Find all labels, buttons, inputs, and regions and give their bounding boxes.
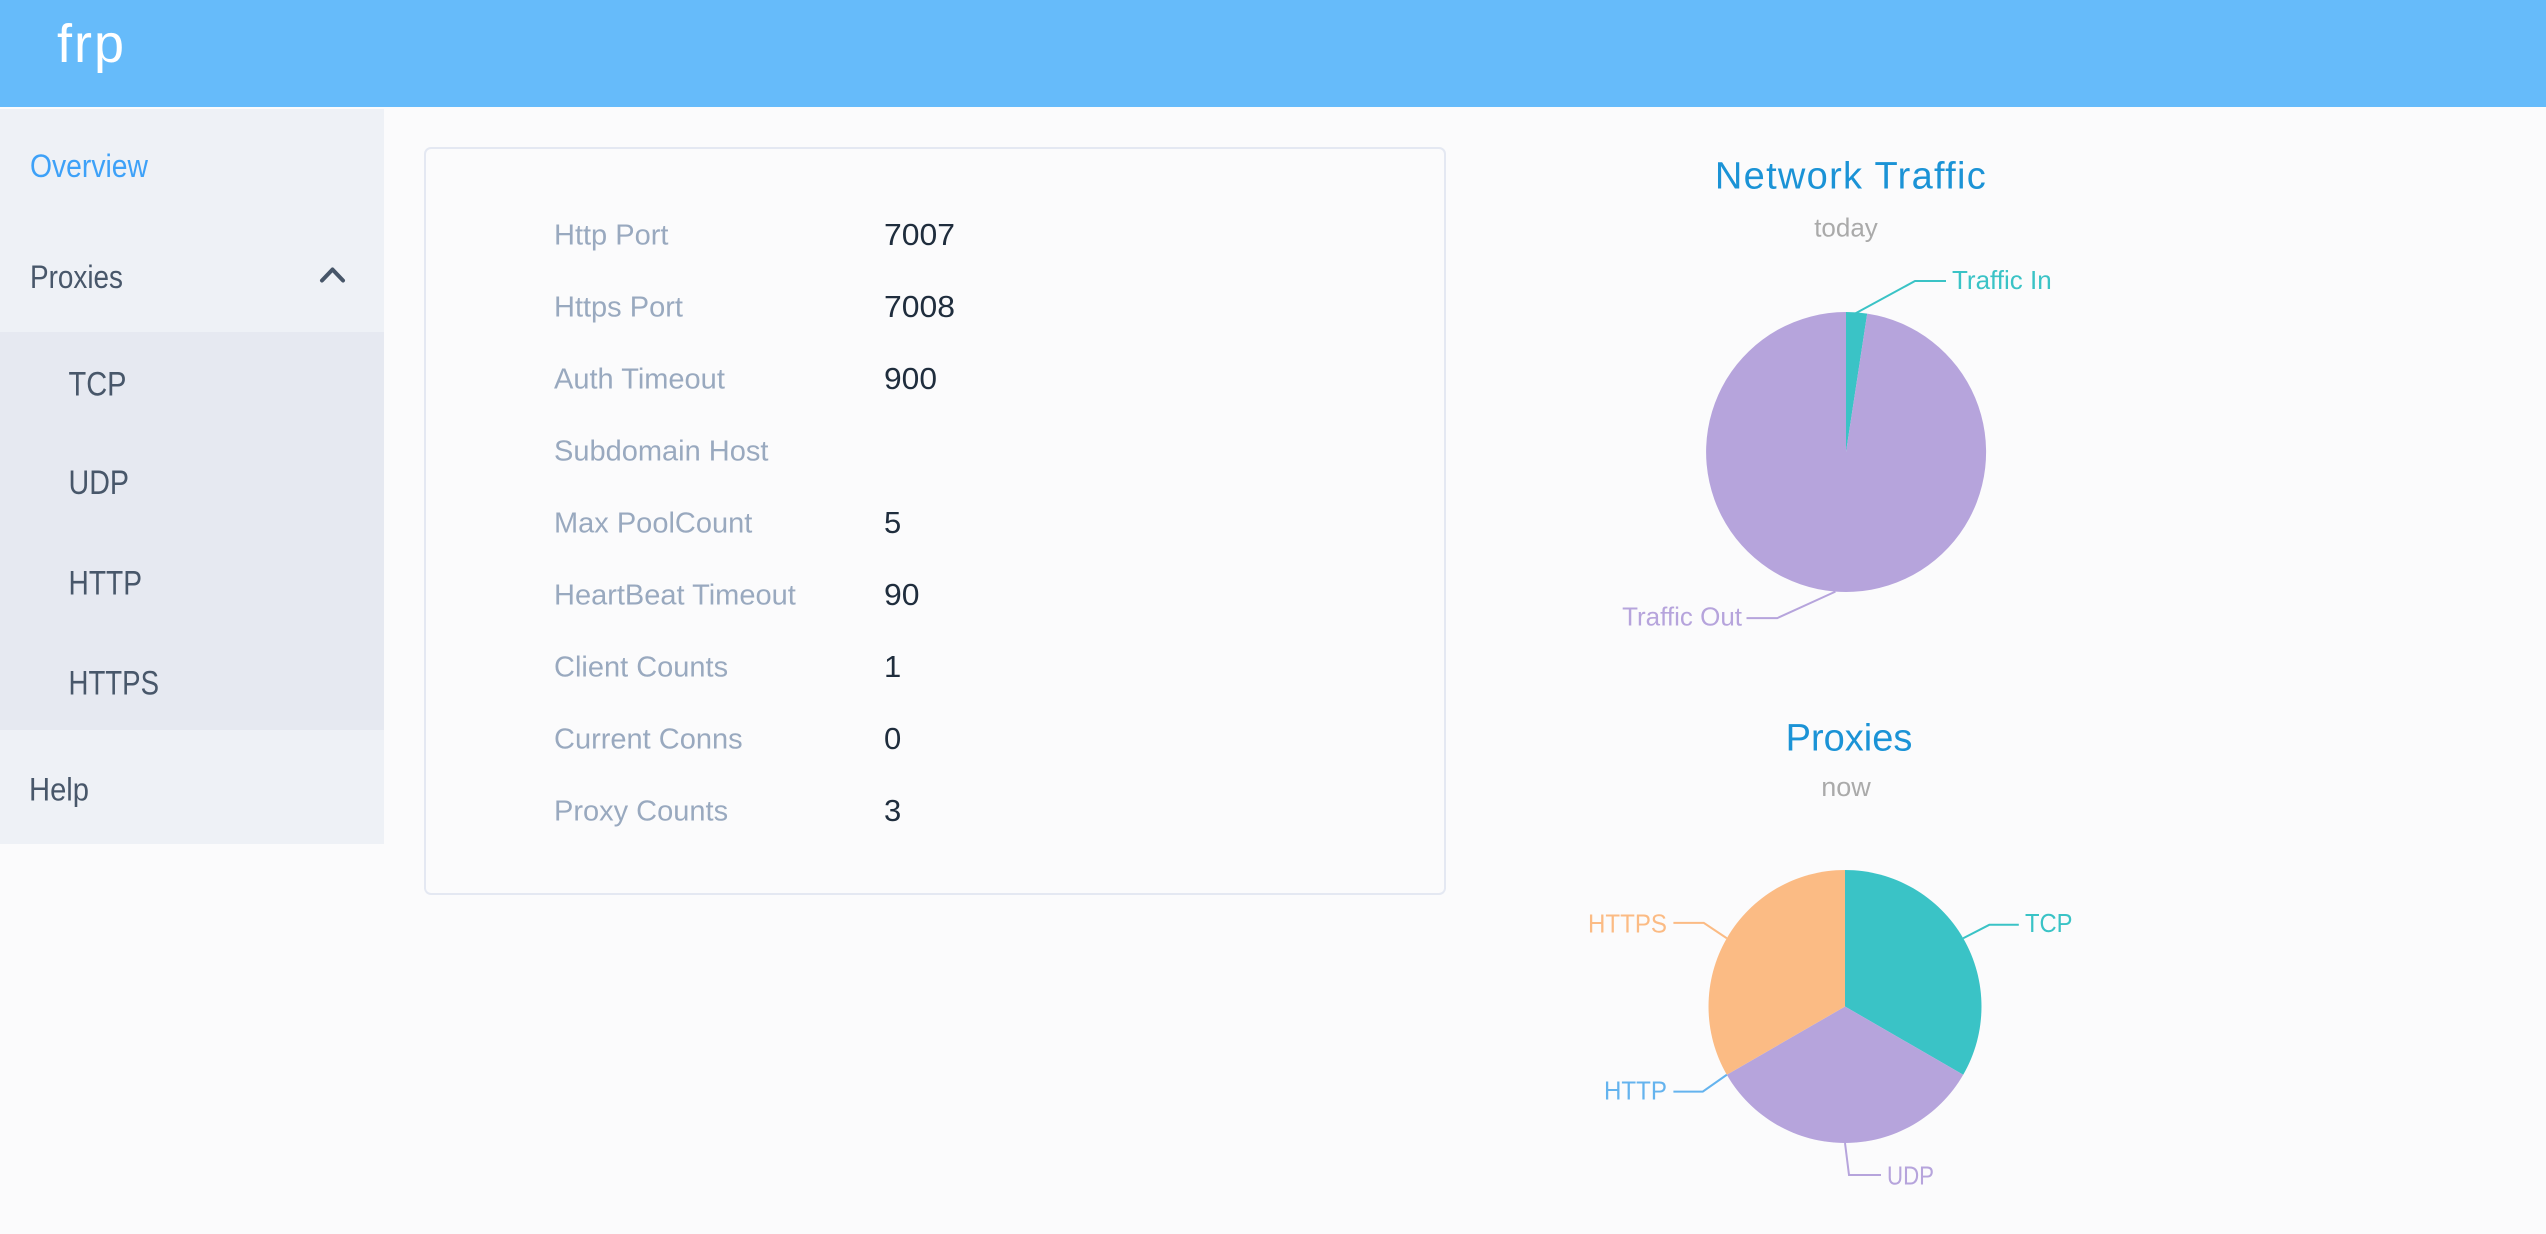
svg-text:900: 900 (884, 361, 937, 396)
svg-text:1: 1 (884, 649, 901, 684)
svg-text:HeartBeat Timeout: HeartBeat Timeout (554, 579, 796, 611)
svg-text:7007: 7007 (884, 217, 955, 252)
svg-text:90: 90 (884, 577, 920, 612)
svg-text:Https Port: Https Port (554, 291, 683, 323)
svg-text:Help: Help (29, 771, 89, 807)
svg-text:3: 3 (884, 793, 901, 828)
svg-text:HTTPS: HTTPS (69, 664, 160, 702)
svg-text:Current Conns: Current Conns (554, 723, 743, 755)
svg-text:7008: 7008 (884, 289, 955, 324)
svg-text:Traffic Out: Traffic Out (1622, 601, 1743, 631)
svg-text:Proxy Counts: Proxy Counts (554, 795, 728, 827)
svg-text:HTTP: HTTP (69, 565, 143, 603)
svg-text:Http Port: Http Port (554, 219, 668, 251)
svg-text:0: 0 (884, 721, 901, 756)
svg-text:Network Traffic: Network Traffic (1715, 156, 1987, 198)
svg-text:Proxies: Proxies (30, 259, 123, 295)
svg-text:Traffic In: Traffic In (1952, 265, 2052, 295)
svg-text:Max PoolCount: Max PoolCount (554, 507, 752, 539)
svg-text:UDP: UDP (69, 464, 130, 502)
svg-text:TCP: TCP (2025, 908, 2073, 938)
svg-text:Proxies: Proxies (1786, 717, 1913, 759)
svg-text:Subdomain Host: Subdomain Host (554, 435, 768, 467)
svg-text:UDP: UDP (1887, 1161, 1934, 1191)
svg-text:today: today (1814, 213, 1878, 243)
svg-text:Overview: Overview (30, 148, 149, 184)
svg-text:now: now (1821, 772, 1871, 802)
svg-text:TCP: TCP (69, 366, 127, 404)
svg-text:frp: frp (57, 14, 124, 74)
svg-text:5: 5 (884, 505, 901, 540)
svg-text:HTTPS: HTTPS (1588, 908, 1667, 938)
svg-text:Auth Timeout: Auth Timeout (554, 363, 725, 395)
svg-text:Client Counts: Client Counts (554, 651, 728, 683)
svg-text:HTTP: HTTP (1604, 1076, 1667, 1106)
